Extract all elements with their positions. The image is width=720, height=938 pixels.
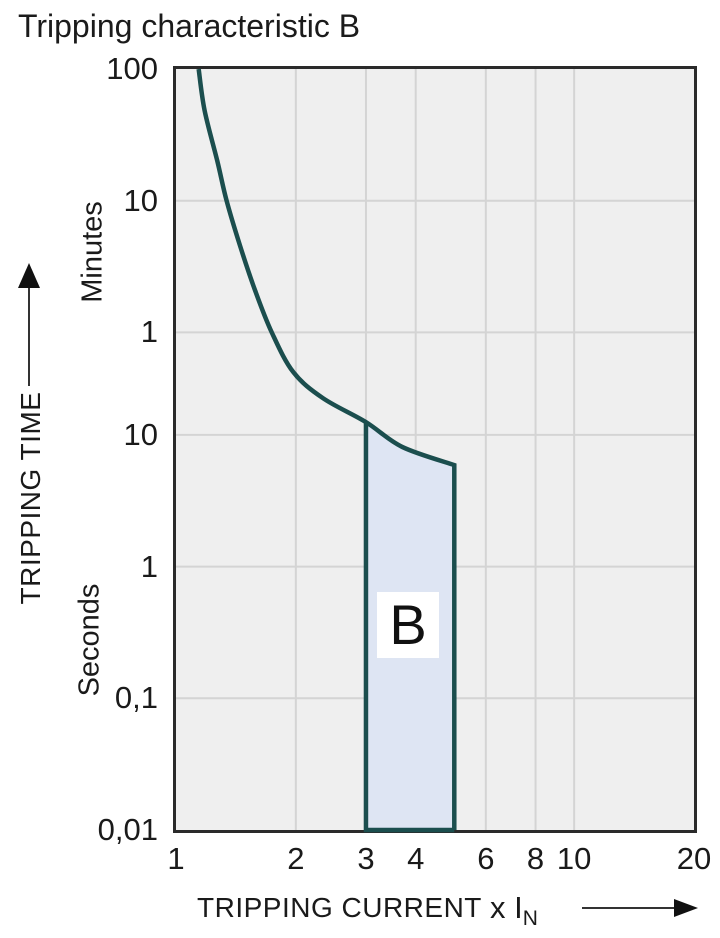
x-axis-unit: x IN bbox=[490, 890, 538, 929]
x-tick-label: 3 bbox=[357, 841, 375, 876]
x-tick-label: 2 bbox=[287, 841, 305, 876]
y-axis-up-arrow-icon bbox=[18, 263, 40, 386]
trip-curve bbox=[196, 68, 457, 830]
y-tick-label: 0,01 bbox=[97, 812, 158, 847]
y-tick-label: 10 bbox=[123, 416, 158, 452]
x-axis-unit-symbol: x I bbox=[490, 890, 523, 925]
x-tick-label: 8 bbox=[526, 841, 545, 876]
x-tick-label: 1 bbox=[167, 841, 185, 876]
y-tick-label: 1 bbox=[140, 548, 158, 584]
region-label: B bbox=[389, 593, 427, 656]
y-tick-label: 100 bbox=[106, 51, 158, 86]
y-unit-seconds: Seconds bbox=[73, 583, 106, 697]
y-axis-title: TRIPPING TIME bbox=[15, 391, 46, 605]
trip-band-outline bbox=[363, 422, 455, 833]
page-title: Tripping characteristic B bbox=[18, 8, 361, 44]
y-unit-minutes: Minutes bbox=[76, 201, 109, 303]
x-tick-label: 4 bbox=[407, 841, 425, 876]
region-label-box: B bbox=[377, 592, 439, 658]
x-axis-right-arrow-icon bbox=[582, 899, 698, 917]
x-tick-label: 10 bbox=[556, 841, 592, 876]
x-tick-label: 6 bbox=[477, 841, 495, 876]
x-tick-label: 20 bbox=[676, 841, 712, 876]
y-tick-label: 0,1 bbox=[114, 680, 158, 716]
plot-area bbox=[173, 66, 697, 833]
y-tick-label: 1 bbox=[140, 314, 158, 350]
y-tick-label: 10 bbox=[123, 182, 158, 218]
x-axis-title: TRIPPING CURRENT bbox=[197, 892, 482, 923]
x-axis-unit-subscript: N bbox=[522, 907, 538, 930]
